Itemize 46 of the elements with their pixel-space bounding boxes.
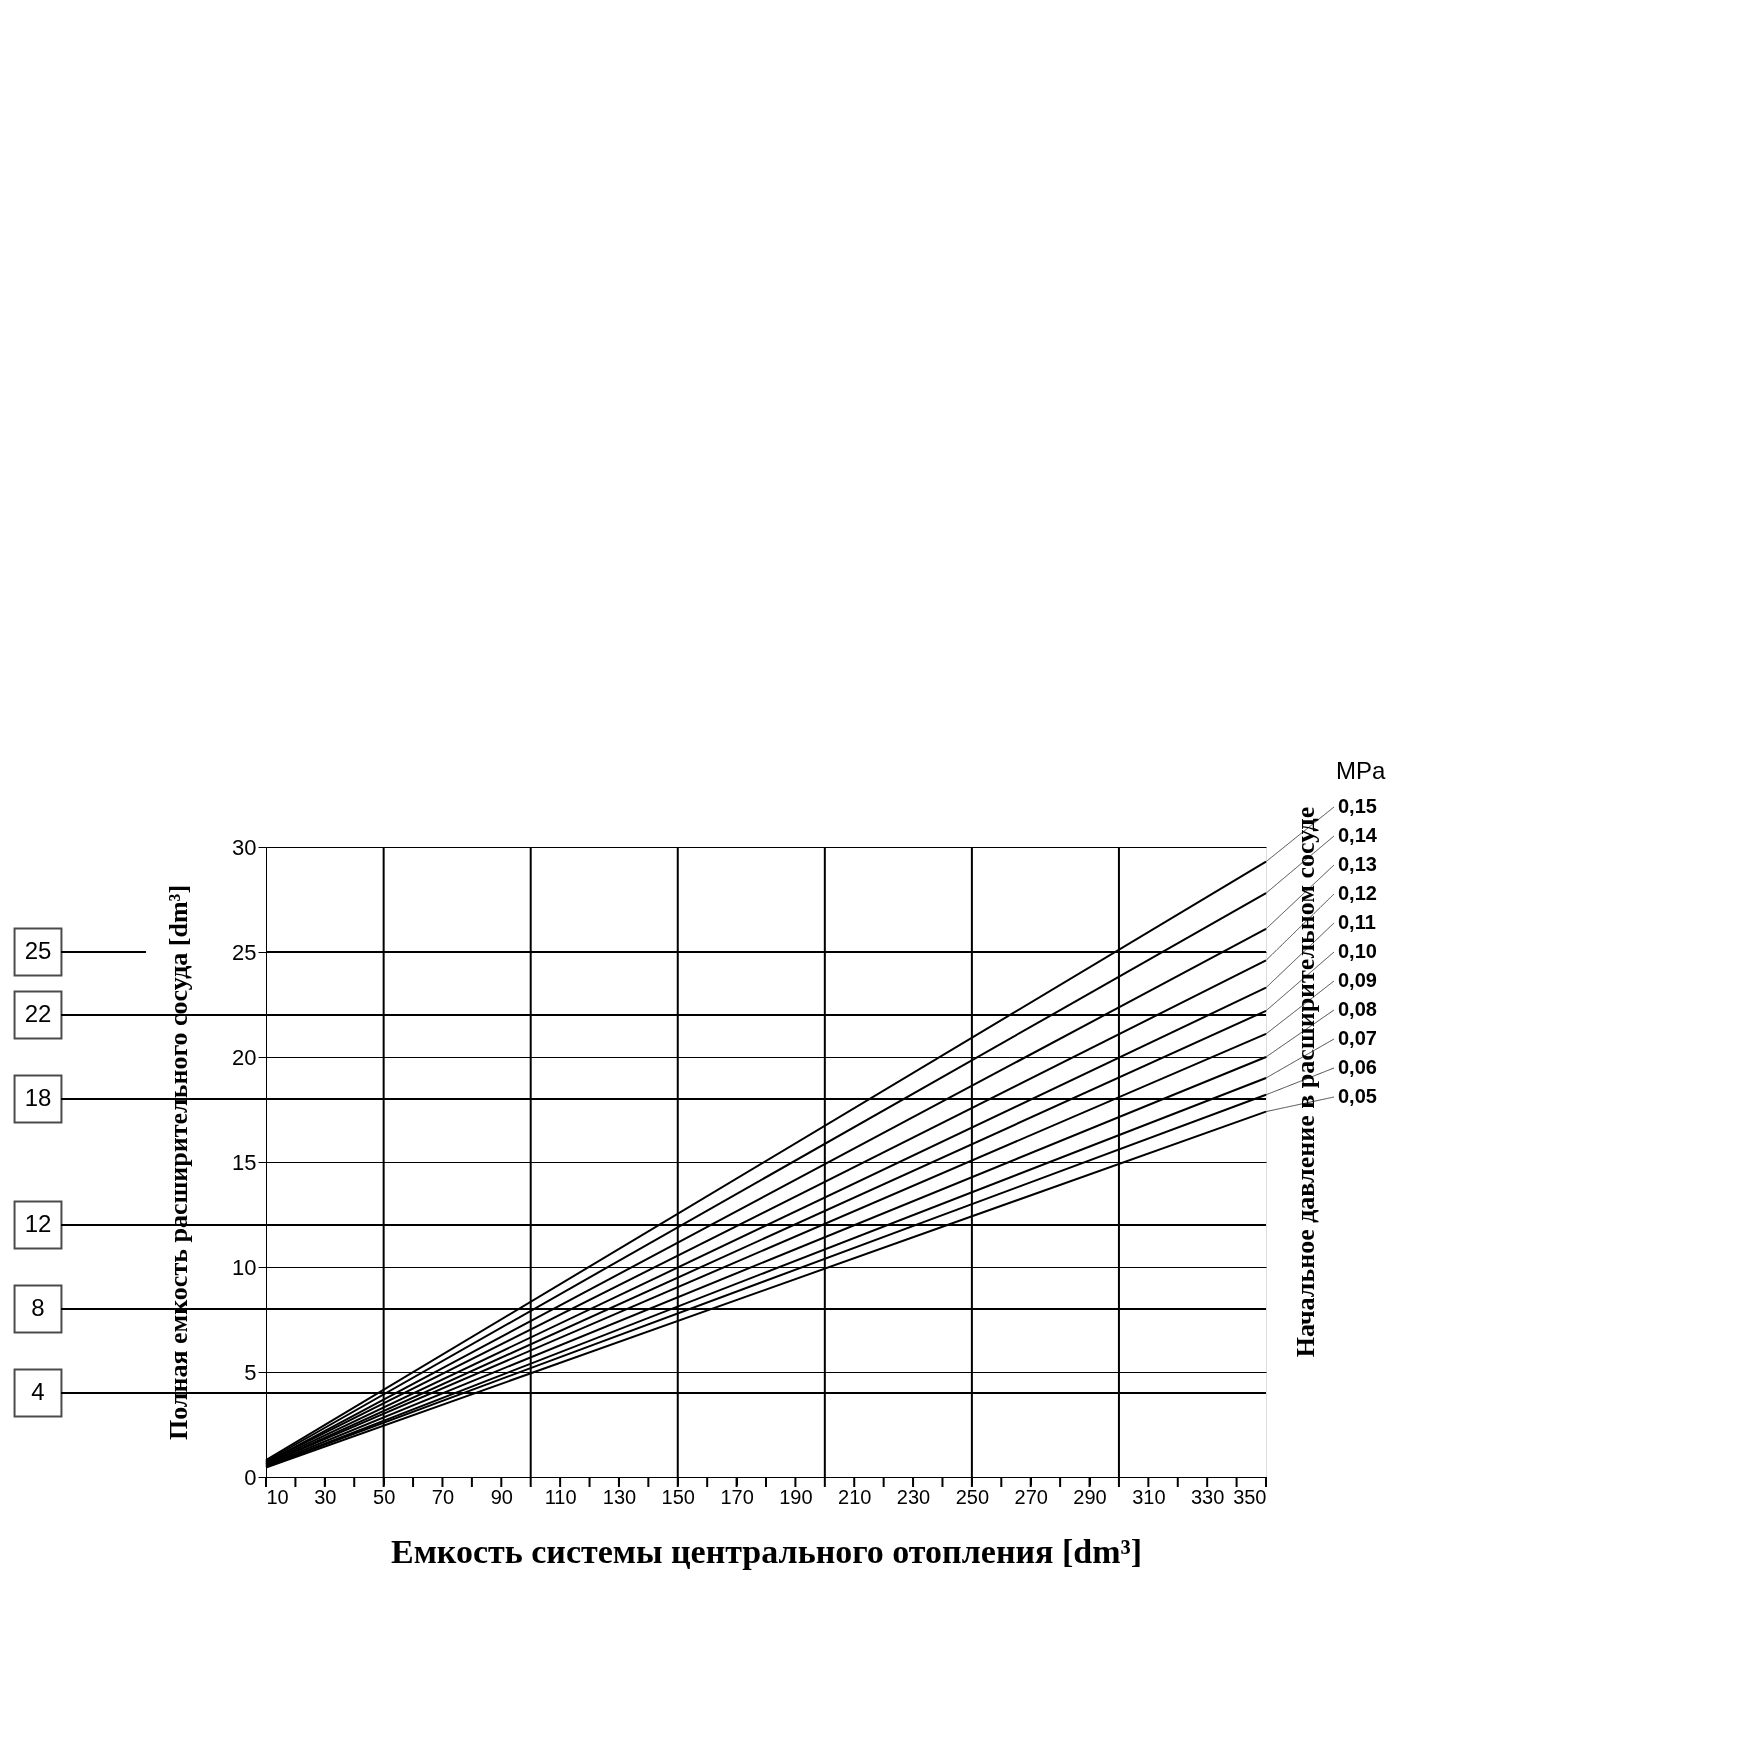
- x-tick-label: 170: [720, 1485, 754, 1508]
- text: 0,15: [1338, 795, 1377, 817]
- x-tick-label: 90: [490, 1485, 513, 1508]
- x-tick-label: 190: [779, 1485, 813, 1508]
- ref-line-label: 12: [24, 1210, 52, 1237]
- y-axis-title: Полная емкость расширительного сосуда [dm³]: [164, 884, 194, 1441]
- x-tick-label: 130: [602, 1485, 637, 1508]
- text: 0,10: [1338, 940, 1377, 962]
- y-tick-label: 30: [232, 834, 257, 860]
- text: Начальное давление в расширительном сосуде: [1291, 806, 1320, 1358]
- x-tick-label: 70: [431, 1485, 455, 1508]
- x-tick-label: 10: [266, 1485, 289, 1508]
- x-tick-label: 270: [1014, 1485, 1048, 1508]
- text: 0,08: [1338, 998, 1377, 1020]
- y-tick-label: 20: [232, 1044, 257, 1070]
- text: 0,12: [1338, 882, 1377, 904]
- text: 0,07: [1338, 1027, 1377, 1049]
- ref-line-label: 22: [24, 1000, 52, 1027]
- y-tick-label: 15: [232, 1149, 257, 1175]
- ref-line-label: 25: [24, 937, 52, 964]
- y-tick-label: 25: [232, 939, 257, 965]
- y-tick-label: 0: [244, 1464, 257, 1490]
- text: 0,05: [1338, 1085, 1377, 1107]
- x-tick-label: 230: [896, 1485, 931, 1508]
- x-tick-label: 350: [1233, 1485, 1267, 1508]
- x-tick-label: 250: [955, 1485, 990, 1508]
- text: 0,13: [1338, 853, 1377, 875]
- y-tick-label: 10: [232, 1254, 257, 1280]
- text: 0,11: [1338, 911, 1376, 933]
- text: 0,14: [1338, 824, 1378, 846]
- ref-line-label: 4: [31, 1378, 45, 1405]
- x-tick-label: 30: [314, 1485, 337, 1508]
- y-tick-label: 5: [244, 1359, 257, 1385]
- x-tick-label: 310: [1132, 1485, 1166, 1508]
- x-tick-label: 50: [373, 1485, 396, 1508]
- text: 0,09: [1338, 969, 1377, 991]
- x-tick-label: 290: [1073, 1485, 1107, 1508]
- x-axis-title: Емкость системы центрального отопления [dm³]: [390, 1532, 1143, 1570]
- ref-line-label: 8: [31, 1294, 45, 1321]
- x-tick-label: 150: [661, 1485, 695, 1508]
- text: 0,06: [1338, 1056, 1377, 1078]
- x-tick-label: 110: [544, 1485, 577, 1508]
- x-tick-label: 210: [838, 1485, 872, 1508]
- legend-title: MPa: [1336, 757, 1386, 784]
- x-tick-label: 330: [1190, 1485, 1225, 1508]
- ref-line-label: 18: [24, 1084, 52, 1111]
